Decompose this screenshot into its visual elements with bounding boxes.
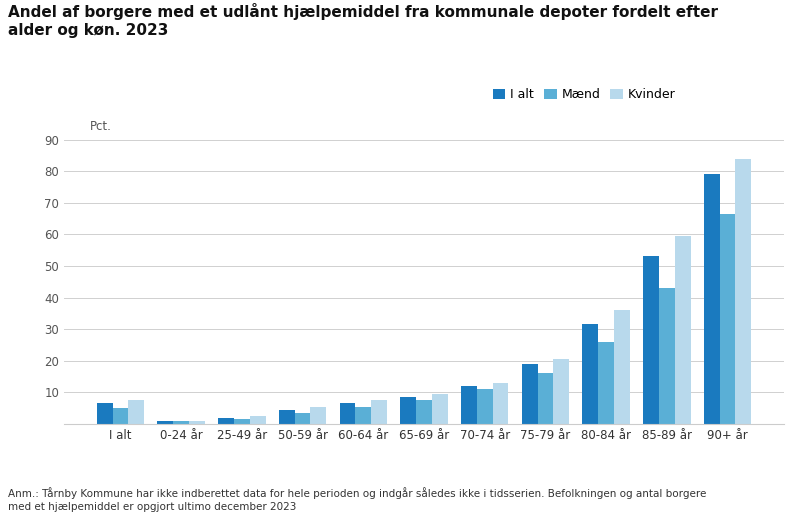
Bar (416, 400, 432, 424)
Bar (538, 373, 554, 424)
Bar (174, 421, 189, 424)
Bar (461, 386, 477, 424)
Bar (493, 383, 508, 424)
Bar (234, 419, 250, 424)
Text: Pct.: Pct. (90, 120, 112, 133)
Bar (128, 400, 144, 424)
Legend: I alt, Mænd, Kvinder: I alt, Mænd, Kvinder (488, 83, 681, 107)
Bar (371, 400, 387, 424)
Bar (97, 403, 113, 424)
Bar (643, 256, 659, 424)
Bar (659, 288, 674, 424)
Bar (477, 389, 493, 424)
Text: Anm.: Tårnby Kommune har ikke indberettet data for hele perioden og indgår såled: Anm.: Tårnby Kommune har ikke indberette… (8, 486, 706, 512)
Bar (735, 159, 751, 424)
Bar (189, 421, 205, 424)
Bar (158, 421, 174, 424)
Bar (279, 409, 294, 424)
Bar (554, 359, 569, 424)
Bar (614, 310, 630, 424)
Bar (720, 214, 735, 424)
Bar (432, 394, 448, 424)
Bar (113, 408, 128, 424)
Text: Andel af borgere med et udlånt hjælpemiddel fra kommunale depoter fordelt efter
: Andel af borgere med et udlånt hjælpemid… (8, 3, 718, 38)
Bar (400, 397, 416, 424)
Bar (674, 236, 690, 424)
Bar (582, 325, 598, 424)
Bar (310, 406, 326, 424)
Bar (355, 406, 371, 424)
Bar (340, 403, 355, 424)
Bar (250, 416, 266, 424)
Bar (294, 413, 310, 424)
Bar (522, 364, 538, 424)
Bar (704, 174, 720, 424)
Bar (598, 342, 614, 424)
Bar (218, 418, 234, 424)
